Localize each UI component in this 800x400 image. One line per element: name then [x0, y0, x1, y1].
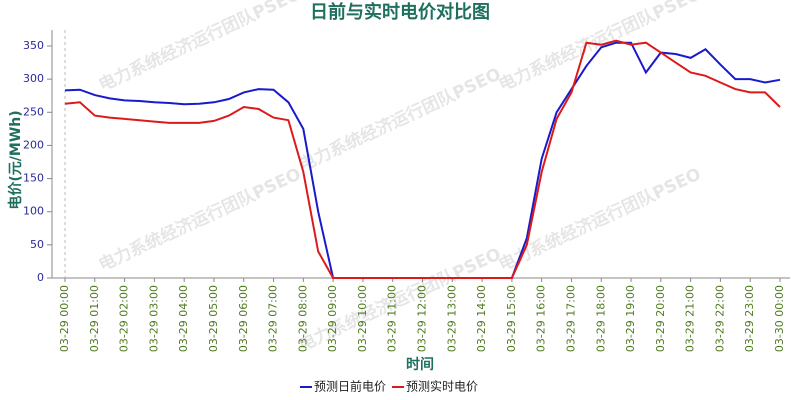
x-tick-label: 03-29 23:00 [743, 285, 756, 352]
legend-label: 预测实时电价 [406, 379, 478, 394]
x-tick-label: 03-30 00:00 [773, 285, 786, 352]
x-tick-label: 03-29 20:00 [654, 285, 667, 352]
y-tick-label: 350 [23, 39, 44, 52]
watermark: 电力系统经济运行团队PSEO [295, 63, 504, 175]
x-tick-label: 03-29 03:00 [147, 285, 160, 352]
x-tick-label: 03-29 10:00 [356, 285, 369, 352]
y-tick-label: 250 [23, 105, 44, 118]
x-tick-label: 03-29 07:00 [267, 285, 280, 352]
y-tick-label: 200 [23, 138, 44, 151]
legend-label: 预测日前电价 [314, 379, 386, 394]
x-tick-label: 03-29 17:00 [564, 285, 577, 352]
x-tick-label: 03-29 00:00 [58, 285, 71, 352]
x-tick-label: 03-29 22:00 [713, 285, 726, 352]
x-tick-label: 03-29 04:00 [177, 285, 190, 352]
x-tick-label: 03-29 18:00 [594, 285, 607, 352]
x-tick-label: 03-29 11:00 [386, 285, 399, 352]
x-tick-label: 03-29 15:00 [505, 285, 518, 352]
x-tick-label: 03-29 02:00 [118, 285, 131, 352]
x-tick-label: 03-29 14:00 [475, 285, 488, 352]
x-tick-label: 03-29 08:00 [296, 285, 309, 352]
x-axis-label: 时间 [406, 356, 434, 373]
x-tick-label: 03-29 16:00 [535, 285, 548, 352]
watermark: 电力系统经济运行团队PSEO [95, 0, 304, 96]
x-tick-label: 03-29 19:00 [624, 285, 637, 352]
x-tick-label: 03-29 09:00 [326, 285, 339, 352]
y-axis-label: 电价(元/MWh) [7, 110, 24, 209]
watermark: 电力系统经济运行团队PSEO [95, 163, 304, 275]
x-tick-label: 03-29 13:00 [445, 285, 458, 352]
x-tick-label: 03-29 06:00 [237, 285, 250, 352]
chart-title: 日前与实时电价对比图 [310, 1, 490, 23]
y-tick-label: 50 [30, 238, 44, 251]
y-tick-label: 100 [23, 205, 44, 218]
series-line [64, 39, 781, 279]
x-tick-label: 03-29 12:00 [416, 285, 429, 352]
x-tick-label: 03-29 01:00 [88, 285, 101, 352]
y-tick-label: 0 [37, 271, 44, 284]
watermark: 电力系统经济运行团队PSEO [495, 163, 704, 275]
x-tick-label: 03-29 05:00 [207, 285, 220, 352]
y-tick-label: 300 [23, 72, 44, 85]
x-tick-label: 03-29 21:00 [684, 285, 697, 352]
y-tick-label: 150 [23, 172, 44, 185]
